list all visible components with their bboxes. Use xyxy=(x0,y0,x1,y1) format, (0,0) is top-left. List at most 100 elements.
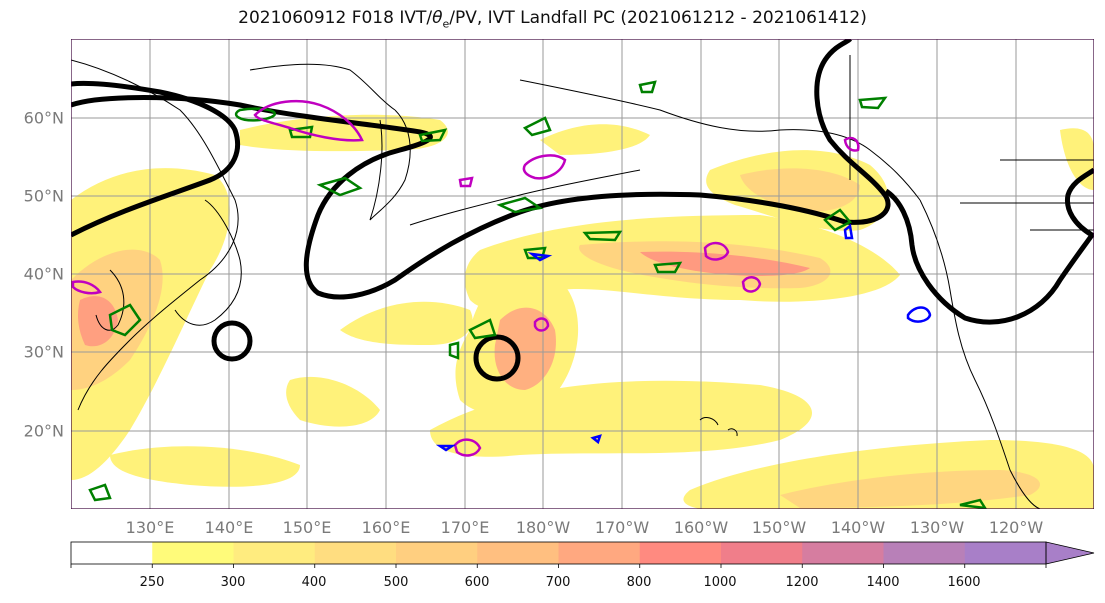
lon-label-160e: 160°E xyxy=(361,518,411,537)
pv-contour-3 xyxy=(741,276,762,293)
lat-label-20n: 20°N xyxy=(23,421,64,441)
green-contour-9 xyxy=(418,128,448,143)
colorbar-tick-label-1400: 1400 xyxy=(866,575,900,590)
green-contour-7 xyxy=(468,318,497,340)
green-contour-10 xyxy=(653,261,683,274)
colorbar-segment xyxy=(558,542,641,564)
blue-contours xyxy=(435,223,932,452)
lon-label-160w: 160°W xyxy=(673,518,729,537)
colorbar xyxy=(70,541,1095,568)
colorbar-tick-label-1200: 1200 xyxy=(785,575,819,590)
lon-label-140w: 140°W xyxy=(830,518,886,537)
ivt-southwest-blob xyxy=(286,376,380,427)
colorbar-tick-label-700: 700 xyxy=(545,575,571,590)
lat-label-60n: 60°N xyxy=(23,108,64,128)
colorbar-tick-label-500: 500 xyxy=(383,575,409,590)
green-contour-2 xyxy=(496,196,544,214)
lon-label-180w: 180°W xyxy=(515,518,571,537)
pv-contour-5 xyxy=(843,136,860,152)
coast-aleutians xyxy=(409,169,641,226)
coast-kamchatka xyxy=(369,109,411,221)
ivt-plume-east-max xyxy=(640,251,810,276)
colorbar-tick-label-800: 800 xyxy=(626,575,652,590)
lon-label-170w: 170°W xyxy=(594,518,650,537)
pc-contour-west xyxy=(71,80,241,238)
map-area xyxy=(71,39,1094,509)
ivt-south-band xyxy=(430,380,813,457)
pv-contour-2 xyxy=(703,241,730,261)
pc-contours xyxy=(71,39,1094,382)
pv-contour-1 xyxy=(522,154,567,180)
coast-okhotsk xyxy=(249,63,396,111)
colorbar-segment xyxy=(639,542,722,564)
ivt-southeast-core xyxy=(780,470,1040,508)
green-contour-11 xyxy=(88,483,112,502)
green-contour-1 xyxy=(316,176,363,197)
lon-label-170e: 170°E xyxy=(440,518,490,537)
green-contour-3 xyxy=(522,116,552,137)
lat-label-50n: 50°N xyxy=(23,186,64,206)
colorbar-tick-label-400: 400 xyxy=(301,575,327,590)
colorbar-tick-label-300: 300 xyxy=(220,575,246,590)
blue-contour-1 xyxy=(906,306,932,323)
blue-contour-5 xyxy=(590,434,602,445)
ivt-asia-strip xyxy=(240,114,448,152)
ivt-bottom-left xyxy=(110,446,300,487)
pc-contour-small-west xyxy=(211,320,253,362)
green-contour-4 xyxy=(582,230,623,242)
lon-label-130e: 130°E xyxy=(125,518,175,537)
coast-korea xyxy=(95,269,125,331)
green-contour-13 xyxy=(638,80,657,94)
pv-contour-8 xyxy=(458,176,474,188)
colorbar-segment xyxy=(477,542,560,564)
pc-contour-small-center xyxy=(473,334,521,382)
lon-label-150e: 150°E xyxy=(282,518,332,537)
colorbar-segment xyxy=(964,542,1047,564)
coast-japan xyxy=(174,199,242,326)
blue-contour-2 xyxy=(527,252,553,262)
lon-label-140e: 140°E xyxy=(204,518,254,537)
colorbar-tick-label-1600: 1600 xyxy=(947,575,981,590)
colorbar-segment xyxy=(396,542,478,564)
ivt-northeast-core xyxy=(740,168,860,212)
colorbar-segment xyxy=(314,542,397,564)
green-contour-12 xyxy=(448,341,460,360)
green-contour-5 xyxy=(823,208,852,232)
coast-alaska xyxy=(519,79,921,201)
pv-contour-4 xyxy=(453,438,482,457)
blue-contour-3 xyxy=(435,444,457,452)
lat-label-30n: 30°N xyxy=(23,342,64,362)
colorbar-segment xyxy=(802,542,885,564)
colorbar-tick-label-1000: 1000 xyxy=(703,575,737,590)
lon-label-120w: 120°W xyxy=(988,518,1044,537)
lon-label-150w: 150°W xyxy=(751,518,807,537)
colorbar-segment xyxy=(71,542,153,564)
pc-contour-east xyxy=(884,167,1094,325)
pv-contour-6 xyxy=(533,317,550,332)
green-contour-15 xyxy=(288,125,314,139)
colorbar-segment xyxy=(233,542,316,564)
colorbar-segment xyxy=(883,542,966,564)
pv-contours xyxy=(71,99,860,457)
pv-contour-asia xyxy=(253,99,364,142)
coast-north-america xyxy=(919,199,1041,509)
green-contour-6 xyxy=(858,96,888,110)
green-contour-16 xyxy=(959,498,988,509)
ivt-center-storm-core xyxy=(494,307,556,390)
ivt-central-strip xyxy=(340,301,473,345)
blue-contour-4 xyxy=(843,223,854,240)
pc-contour-north-pacific xyxy=(71,39,891,300)
colorbar-extend-arrow xyxy=(1045,541,1095,565)
colorbar-tick-label-250: 250 xyxy=(139,575,165,590)
lat-label-40n: 40°N xyxy=(23,264,64,284)
lon-label-130w: 130°W xyxy=(909,518,965,537)
pv-contour-7 xyxy=(71,280,103,295)
green-contour-8 xyxy=(108,303,142,337)
colorbar-segment xyxy=(721,542,803,564)
colorbar-tick-label-600: 600 xyxy=(464,575,490,590)
colorbar-segment xyxy=(152,542,235,564)
map-title: 2021060912 F018 IVT/θe/PV, IVT Landfall … xyxy=(238,8,867,31)
coast-hawaii xyxy=(699,417,738,437)
graticule xyxy=(71,39,1094,509)
